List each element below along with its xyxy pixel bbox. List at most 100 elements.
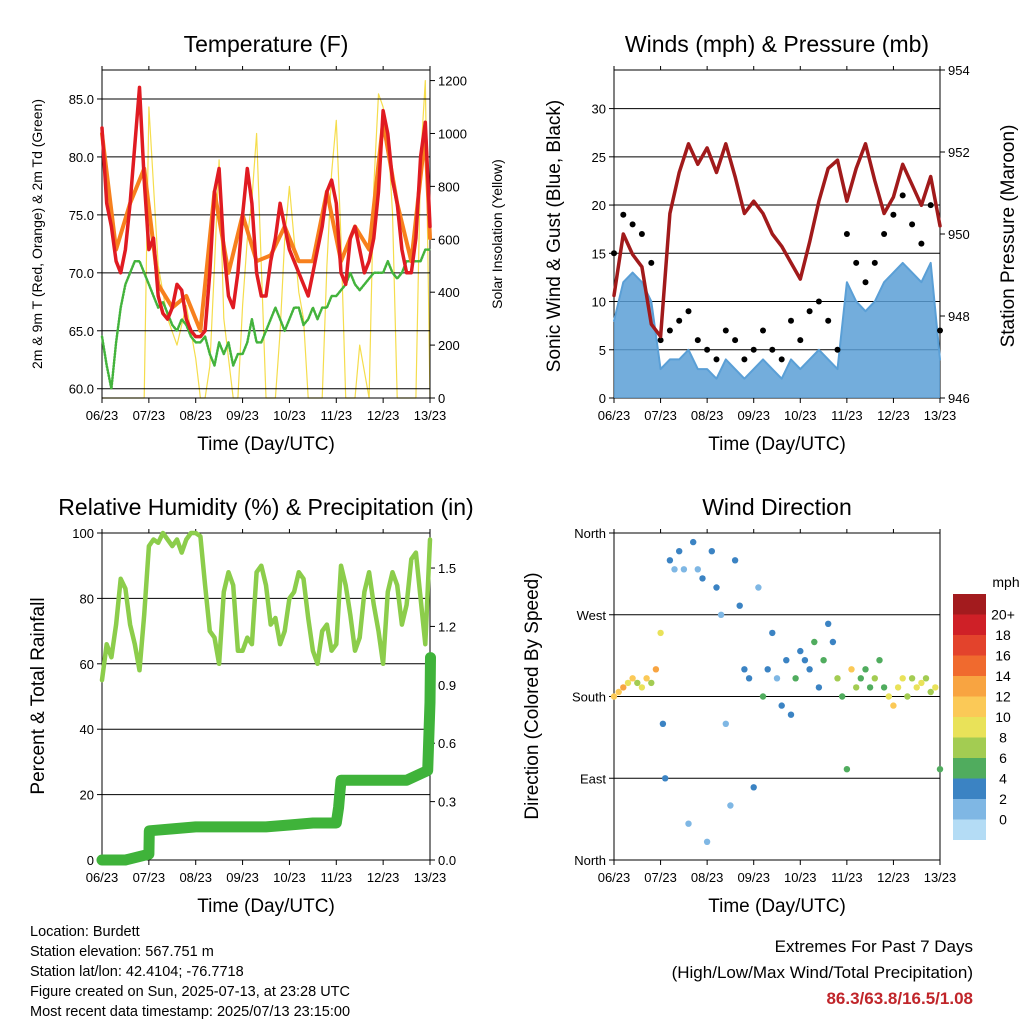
gust-point [890,211,897,218]
figure-created: Figure created on Sun, 2025-07-13, at 23… [30,984,350,1000]
temp-title: Temperature (F) [184,31,349,57]
gust-point [862,279,869,286]
wind-y2tick-label: 954 [948,63,970,78]
gust-point [629,221,636,228]
legend-swatch [953,717,986,738]
gust-point [806,308,813,315]
wind-direction-point [694,566,701,573]
legend-swatch [953,635,986,656]
wind-ytick-label: 5 [599,343,606,358]
wind-direction-point [620,684,627,691]
temp-y2tick-label: 1000 [438,126,467,141]
wind-direction-point [918,679,925,687]
wind-direction-point [797,647,804,655]
temp-y2tick-label: 1200 [438,74,467,89]
legend-label: 16 [995,648,1011,664]
wind-direction-point [652,666,660,673]
wind-direction-point [792,675,799,682]
wind-xlabel: Time (Day/UTC) [708,434,846,455]
temp-xtick-label: 08/23 [179,408,212,423]
wind-direction-point [741,666,748,673]
wind-direction-point [638,684,646,691]
wind-ytick-label: 0 [599,391,606,406]
wind-xtick-label: 12/23 [877,408,910,423]
rh-xtick-label: 11/23 [320,870,352,885]
wind-ytick-label: 30 [592,102,606,117]
legend-label: 6 [999,750,1007,766]
wind-direction-point [843,766,851,773]
wind-direction-point [806,666,813,673]
temp-y2tick-label: 400 [438,285,460,300]
temp-ytick-label: 75.0 [69,208,94,223]
wind-direction-point [676,548,683,555]
wind-direction-point [839,693,846,700]
wind-direction-point [848,666,855,673]
wind-direction-point [624,679,632,687]
wind-direction-point [764,666,771,673]
rh-ytick-label: 60 [80,657,94,672]
gust-point [722,327,729,334]
legend-label: 10 [995,709,1011,725]
legend-swatch [953,778,986,799]
wind-y2label: Station Pressure (Maroon) [998,125,1019,348]
wind-direction-point [717,611,725,618]
gust-point [899,192,906,199]
rh-y2tick-label: 0.9 [438,678,456,693]
temp-y2tick-label: 600 [438,232,460,247]
wdir-xtick-label: 12/23 [877,870,910,885]
wind-direction-point [904,693,911,700]
temp-ytick-label: 85.0 [69,92,94,107]
legend-swatch [953,676,986,697]
wdir-ytick-label: East [580,771,606,786]
rh-ytick-label: 20 [80,788,94,803]
wdir-ytick-label: North [574,526,606,541]
wdir-xtick-label: 09/23 [737,870,770,885]
temp-xtick-label: 07/23 [133,408,166,423]
gust-point [927,202,934,209]
rh-xtick-label: 07/23 [133,870,166,885]
rh-xtick-label: 06/23 [86,870,119,885]
wdir-xtick-label: 07/23 [644,870,677,885]
wind-direction-point [913,684,920,691]
wind-direction-point [713,584,720,591]
gust-point [797,337,804,344]
gust-point [694,337,701,344]
gust-point [937,327,943,334]
legend-swatch [953,594,986,615]
wind-direction-point [778,702,785,709]
wdir-ytick-label: South [572,690,606,705]
wind-y2tick-label: 948 [948,309,970,324]
temp-y2tick-label: 800 [438,179,460,194]
wdir-xtick-label: 06/23 [598,870,631,885]
legend-swatch [953,614,986,635]
gust-point [909,221,916,228]
gust-point [741,356,748,363]
legend-label: 12 [995,689,1011,705]
rh-y2tick-label: 0.6 [438,736,456,751]
wind-direction-point [927,688,934,696]
wind-direction-point [773,675,781,682]
wind-direction-point [703,838,711,845]
wind-xtick-label: 13/23 [924,408,957,423]
gust-point [657,337,664,344]
wind-direction-point [657,629,664,637]
gust-point [871,259,878,266]
rh-y2tick-label: 0.0 [438,853,456,868]
gust-point [778,356,785,363]
gust-point [648,259,655,266]
legend-label: 14 [995,668,1011,684]
rh-xlabel: Time (Day/UTC) [197,896,335,917]
gust-point [732,337,739,344]
rh-xtick-label: 13/23 [414,870,447,885]
temp-ytick-label: 80.0 [69,150,94,165]
temp-xtick-label: 13/23 [414,408,447,423]
wind-direction-point [853,684,860,691]
sonic-wind-line [613,261,941,380]
wind-direction-point [811,638,818,646]
wind-xtick-label: 07/23 [644,408,677,423]
wind-direction-point [699,575,706,582]
legend-swatch [953,655,986,676]
sonic-wind-area [614,262,940,398]
gust-point [853,259,860,266]
legend-label: 8 [999,730,1007,746]
